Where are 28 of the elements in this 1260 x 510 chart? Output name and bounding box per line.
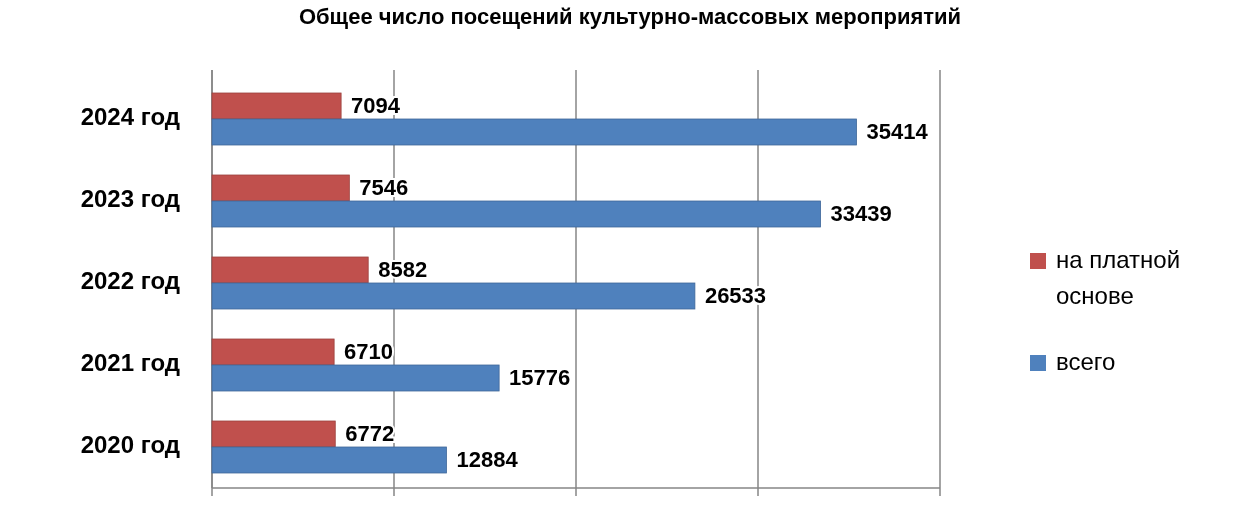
bar [211,364,500,392]
bar [211,420,336,448]
y-tick-label: 2021 год [80,349,180,377]
data-label: 6710 [344,338,394,364]
data-label: 35414 [866,118,929,144]
data-label: 15776 [509,364,571,390]
data-label: 8582 [378,256,428,282]
bar [211,338,335,366]
data-label: 7546 [359,174,409,200]
data-label: 12884 [456,446,519,472]
bar [211,174,350,202]
bar [211,256,369,284]
data-label: 33439 [830,200,892,226]
bar [211,446,447,474]
data-label: 6772 [345,420,395,446]
y-tick-label: 2024 год [80,103,180,131]
legend-label: всего [1056,348,1116,376]
y-tick-label: 2020 год [80,431,180,459]
bar [211,282,696,310]
data-label: 26533 [704,282,767,308]
y-tick-label: 2023 год [80,185,180,213]
y-tick-label: 2022 год [80,267,180,295]
chart-title: Общее число посещений культурно-массовых мероприятий [298,4,962,29]
bar [211,118,857,146]
bar [211,92,342,120]
legend-label: на платной основе [1056,246,1181,310]
bar [211,200,821,228]
data-label: 7094 [351,92,401,118]
